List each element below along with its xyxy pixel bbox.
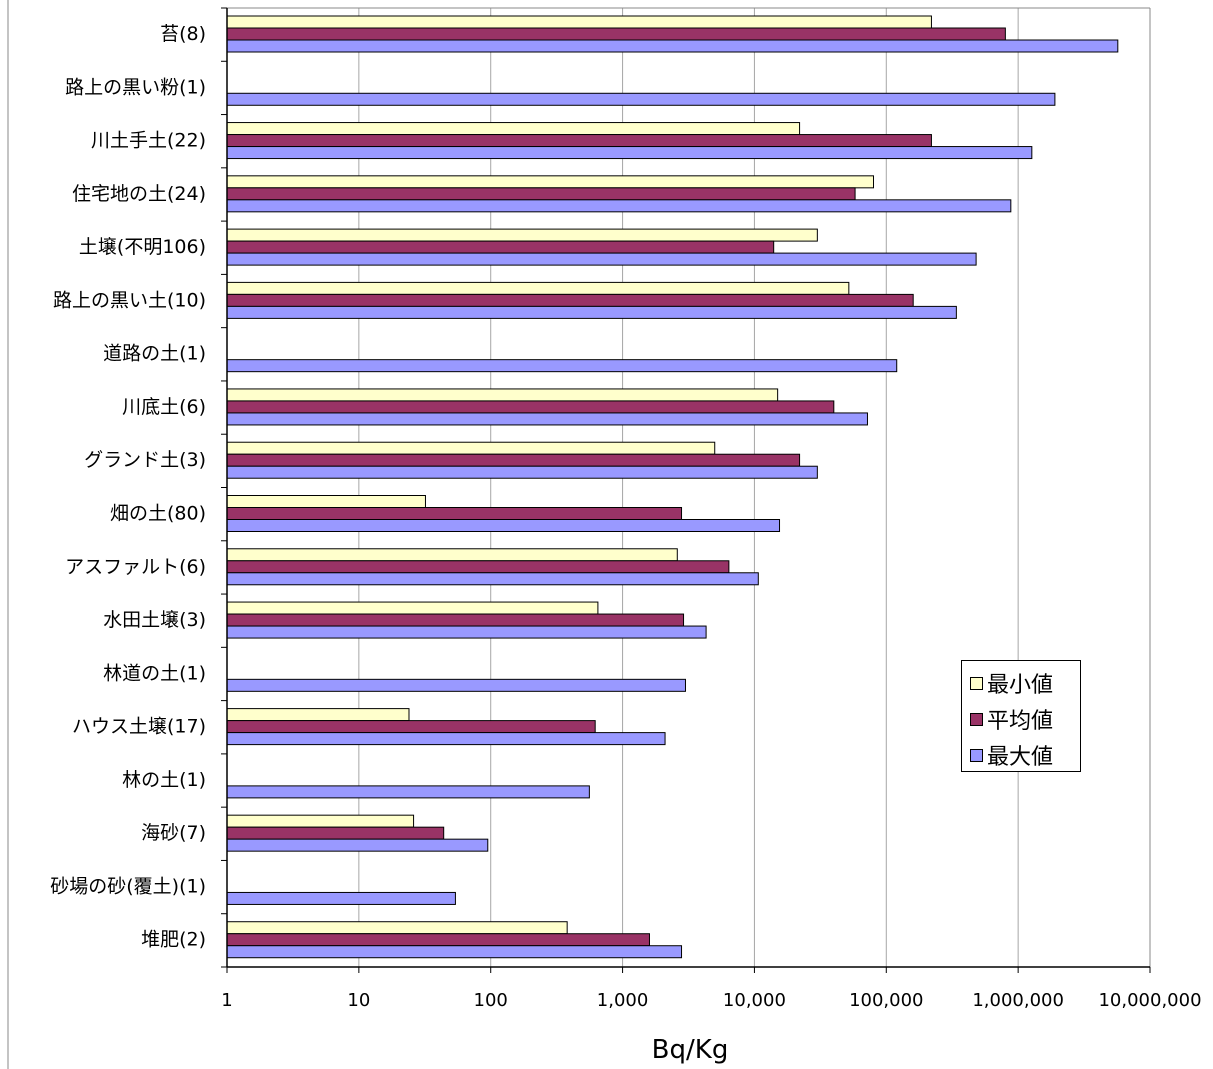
category-label: 道路の土(1)	[103, 343, 206, 365]
legend-item-min: 最小値	[962, 665, 1080, 701]
bar-avg	[226, 507, 683, 520]
bar-max	[226, 572, 759, 586]
bar-min	[226, 495, 426, 508]
bar-max	[226, 519, 781, 532]
category-label: 水田土壌(3)	[103, 609, 206, 631]
legend-label-max: 最大値	[987, 745, 1054, 770]
bar-min	[226, 281, 850, 295]
legend: 最小値 平均値 最大値	[961, 660, 1081, 772]
bar-min	[226, 228, 818, 242]
category-label: ハウス土壌(17)	[72, 716, 206, 738]
x-tick-label: 10,000,000	[1098, 990, 1201, 1011]
bar-avg	[226, 134, 932, 148]
bar-max	[226, 252, 977, 266]
x-tick-label: 100	[474, 990, 508, 1011]
bar-avg	[226, 560, 730, 574]
category-label: 川土手土(22)	[91, 130, 206, 152]
bar-max	[226, 465, 818, 479]
legend-item-max: 最大値	[962, 737, 1080, 773]
bar-min	[226, 441, 716, 455]
bar-max	[226, 838, 489, 852]
bar-max	[226, 199, 1012, 213]
bars	[226, 15, 1119, 959]
bar-min	[226, 175, 875, 189]
bar-min	[226, 548, 678, 562]
bar-min	[226, 15, 932, 29]
legend-label-avg: 平均値	[987, 709, 1054, 734]
bar-max	[226, 625, 707, 639]
category-label: 畑の土(80)	[110, 503, 206, 525]
bar-min	[226, 708, 410, 722]
bar-max	[226, 785, 590, 799]
x-tick-label: 10	[347, 990, 370, 1011]
bar-avg	[226, 240, 775, 254]
category-label: 路上の黒い土(10)	[53, 289, 206, 311]
bar-min	[226, 122, 801, 136]
bar-max	[226, 891, 456, 905]
x-tick-label: 1,000,000	[972, 990, 1064, 1011]
x-tick-labels: 1 10 100 1,000 10,000 100,000 1,000,000 10,000,…	[221, 990, 1201, 1011]
category-label: 川底土(6)	[122, 396, 206, 418]
bar-max	[226, 945, 683, 959]
bar-min	[226, 921, 568, 935]
bar-max	[226, 412, 868, 426]
bar-avg	[226, 400, 835, 414]
bar-max	[226, 305, 957, 319]
category-label: グランド土(3)	[84, 449, 206, 471]
bar-max	[226, 359, 898, 373]
legend-item-avg: 平均値	[962, 701, 1080, 737]
bar-avg	[226, 826, 445, 840]
bar-max	[226, 678, 686, 692]
axes	[221, 7, 1151, 973]
category-label: 海砂(7)	[141, 822, 206, 844]
bar-avg	[226, 613, 685, 627]
bar-max	[226, 92, 1056, 106]
bar-min	[226, 601, 599, 615]
category-label: 苔(8)	[160, 23, 206, 45]
x-tick-label: 10,000	[723, 990, 786, 1011]
bar-max	[226, 39, 1119, 53]
bar-avg	[226, 453, 801, 467]
bar-avg	[226, 293, 914, 307]
category-label: 住宅地の土(24)	[72, 183, 206, 205]
category-label: 林道の土(1)	[103, 662, 206, 684]
legend-label-min: 最小値	[987, 673, 1054, 698]
legend-swatch-max	[970, 748, 983, 762]
bar-min	[226, 814, 415, 828]
legend-swatch-min	[970, 676, 983, 690]
category-label: 林の土(1)	[122, 769, 206, 791]
legend-swatch-avg	[970, 712, 983, 726]
x-tick-label: 100,000	[849, 990, 923, 1011]
bar-max	[226, 732, 666, 746]
category-label: アスファルト(6)	[65, 556, 206, 578]
category-labels: 苔(8) 路上の黒い粉(1) 川土手土(22) 住宅地の土(24) 土壌(不明106) 路…	[50, 23, 206, 951]
category-label: 砂場の砂(覆土)(1)	[50, 875, 206, 897]
gridlines	[358, 8, 1019, 967]
x-tick-label: 1,000	[597, 990, 649, 1011]
bar-max	[226, 146, 1033, 160]
bar-avg	[226, 27, 1006, 41]
bar-avg	[226, 720, 596, 734]
bar-min	[226, 388, 779, 402]
bar-avg	[226, 187, 856, 201]
x-tick-label: 1	[221, 990, 232, 1011]
category-label: 土壌(不明106)	[79, 236, 206, 258]
category-label: 堆肥(2)	[141, 929, 206, 951]
category-label: 路上の黒い粉(1)	[65, 76, 206, 98]
x-axis-title: Bq/Kg	[652, 1035, 729, 1065]
bar-avg	[226, 933, 650, 947]
